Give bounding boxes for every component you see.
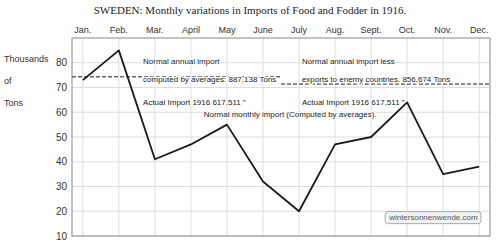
y-tick-label: 10 xyxy=(56,231,68,242)
grid-line-x xyxy=(335,38,336,236)
annotation: Normal annual import less xyxy=(302,57,395,66)
annotation: computed by averages: 887,138 Tons xyxy=(143,75,276,84)
grid-line-y xyxy=(72,161,490,162)
x-tick-label: Feb. xyxy=(110,25,128,35)
y-tick-label: 50 xyxy=(56,132,68,143)
grid-line-x xyxy=(226,38,227,236)
normal-line xyxy=(281,84,490,85)
plot-area xyxy=(72,38,490,236)
grid-line-x xyxy=(407,38,408,236)
y-tick-label: 70 xyxy=(56,82,68,93)
grid-line-x xyxy=(190,38,191,236)
x-tick-label: Oct. xyxy=(399,25,416,35)
x-tick-label: Dec. xyxy=(470,25,489,35)
annotation: Actual Import 1916 617,511 ” xyxy=(302,98,405,107)
x-tick-label: Jan. xyxy=(74,25,91,35)
y-tick-label: 40 xyxy=(56,156,68,167)
grid-line-x xyxy=(82,38,83,236)
chart-title: SWEDEN: Monthly variations in Imports of… xyxy=(94,4,407,16)
annotations: Normal annual import computed by averages… xyxy=(143,57,481,224)
chart-container: 10 20 30 40 50 60 70 80 Jan. Feb. Mar. April May June… xyxy=(0,0,500,246)
grid xyxy=(72,38,490,236)
annotation: exports to enemy countries. 856,674 Tons xyxy=(302,75,450,84)
grid-line-x xyxy=(118,38,119,236)
x-tick-label: Aug. xyxy=(326,25,345,35)
y-axis-label: Thousands xyxy=(4,54,49,64)
grid-line-x xyxy=(299,38,300,236)
grid-line-x xyxy=(479,38,480,236)
watermark: wintersonnenwende.com xyxy=(388,213,478,222)
y-tick-label: 80 xyxy=(56,57,68,68)
grid-line-x xyxy=(262,38,263,236)
chart: 10 20 30 40 50 60 70 80 Jan. Feb. Mar. April May June… xyxy=(0,0,500,246)
annotation: Normal annual import xyxy=(143,57,220,66)
annotation: Actual Import 1916 617,511 ” xyxy=(143,98,246,107)
grid-line-y xyxy=(72,87,490,88)
grid-line-x xyxy=(154,38,155,236)
x-tick-label: July xyxy=(291,25,308,35)
x-tick-label: Nov. xyxy=(434,25,452,35)
y-axis-label: of xyxy=(4,76,12,86)
y-axis: 10 20 30 40 50 60 70 80 xyxy=(56,57,68,241)
watermark-box xyxy=(385,212,481,224)
data-group xyxy=(72,50,490,211)
grid-line-y xyxy=(72,186,490,187)
y-axis-label: Tons xyxy=(4,98,24,108)
import-line xyxy=(83,50,479,211)
y-tick-label: 60 xyxy=(56,107,68,118)
grid-line-y xyxy=(72,62,490,63)
x-tick-label: May xyxy=(218,25,236,35)
x-tick-label: June xyxy=(253,25,273,35)
annotation: Normal monthly import (Computed by avera… xyxy=(204,110,377,119)
y-tick-label: 20 xyxy=(56,206,68,217)
x-tick-label: Mar. xyxy=(146,25,164,35)
x-axis: Jan. Feb. Mar. April May June July Aug. Sept. Oct… xyxy=(74,25,488,35)
plot-frame xyxy=(72,38,490,236)
y-tick-label: 30 xyxy=(56,181,68,192)
grid-line-x xyxy=(443,38,444,236)
x-tick-label: April xyxy=(182,25,200,35)
grid-line-y xyxy=(72,137,490,138)
x-tick-label: Sept. xyxy=(361,25,382,35)
